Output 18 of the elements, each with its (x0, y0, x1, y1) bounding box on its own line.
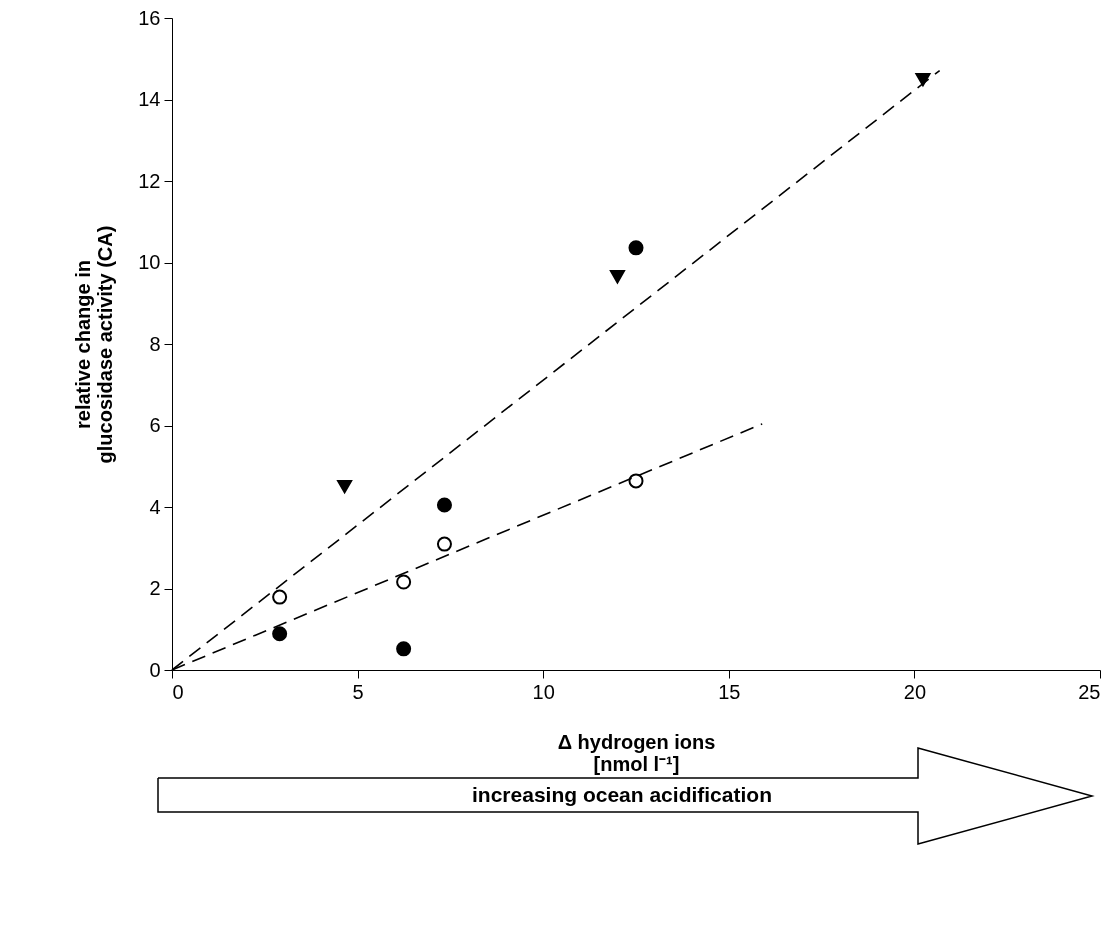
y-tick-label: 16 (138, 6, 161, 29)
y-tick-label: 14 (138, 88, 161, 110)
x-tick-label: 15 (718, 680, 741, 703)
x-tick-label: 5 (352, 680, 364, 703)
x-tick-label: 10 (532, 680, 555, 703)
y-axis-title: relative change in glucosidase activity (CA) (72, 225, 117, 464)
y-tick-label: 8 (149, 332, 161, 355)
text: increasing ocean acidification (472, 783, 772, 806)
y-tick-label: 12 (138, 169, 161, 192)
y-tick-label: 4 (149, 495, 161, 518)
x-tick-label: 20 (903, 680, 927, 703)
y-tick-label: 2 (149, 577, 161, 599)
x-tick-label: 0 (172, 680, 184, 703)
y-tick-label: 0 (149, 658, 161, 681)
y-tick-label: 6 (149, 414, 161, 436)
y-tick-label: 10 (138, 251, 161, 273)
x-tick-label: 25 (1078, 680, 1101, 703)
x-axis-title: Δ hydrogen ions [nmol l⁻¹] (557, 730, 716, 775)
